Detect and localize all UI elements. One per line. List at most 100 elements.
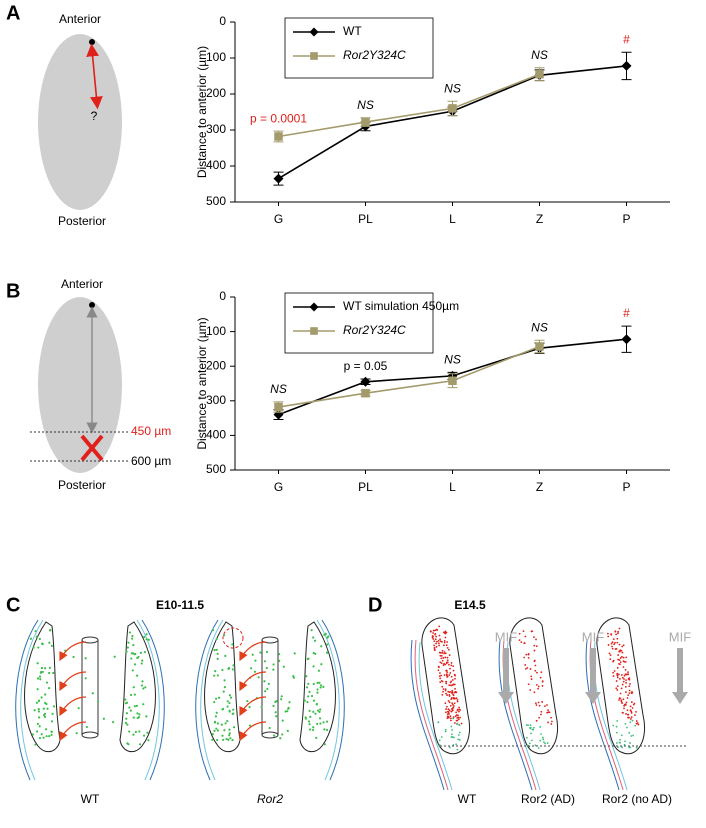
y-tick-label: 100	[206, 50, 226, 64]
data-point	[273, 173, 284, 184]
cell-dot	[522, 630, 525, 633]
cell-dot	[304, 716, 307, 719]
notochord-end	[261, 731, 279, 739]
cell-dot	[619, 678, 621, 680]
annotation: NS	[531, 320, 548, 334]
cell-dot	[627, 673, 630, 676]
cell-dot	[453, 683, 456, 686]
migration-arrow	[59, 641, 87, 662]
cell-dot	[438, 675, 441, 678]
cell-dot	[537, 747, 540, 749]
cell-dot	[42, 736, 45, 739]
cell-dot	[325, 720, 329, 723]
cell-dot	[228, 701, 231, 705]
cell-dot	[310, 694, 314, 698]
cell-dot	[277, 652, 281, 656]
data-point	[309, 302, 319, 312]
cell-dot	[535, 645, 538, 648]
cell-dot	[533, 659, 536, 662]
cell-dot	[134, 730, 137, 734]
cell-dot	[52, 705, 56, 708]
cell-dot	[32, 646, 35, 649]
cell-dot	[447, 708, 450, 711]
cell-dot	[540, 733, 542, 735]
genotype-label: Ror2 (AD)	[521, 792, 575, 806]
cell-dot	[125, 701, 129, 704]
cell-dot	[433, 646, 436, 649]
cell-dot	[447, 716, 450, 719]
cell-dot	[228, 728, 231, 731]
cell-dot	[439, 672, 441, 674]
y-tick-label: 300	[206, 122, 226, 136]
cell-dot	[44, 728, 48, 731]
cell-dot	[305, 686, 309, 689]
cell-dot	[444, 711, 447, 714]
cell-dot	[259, 651, 262, 654]
cell-dot	[443, 652, 445, 655]
cell-dot	[303, 699, 307, 702]
cell-dot	[543, 741, 545, 744]
cell-dot	[140, 662, 143, 665]
cell-dot	[455, 743, 458, 746]
cell-dot	[631, 719, 634, 722]
cell-dot	[443, 639, 446, 642]
cell-dot	[33, 709, 36, 712]
cell-dot	[456, 700, 459, 703]
cell-dot	[287, 707, 290, 710]
data-point	[448, 104, 457, 113]
cell-dot	[326, 643, 329, 646]
migration-arrow	[59, 721, 87, 742]
cell-dot	[618, 643, 621, 646]
y-tick-label: 500	[206, 462, 226, 476]
cell-dot	[226, 705, 229, 708]
cell-dot	[228, 694, 231, 697]
annotation: NS	[270, 382, 287, 396]
cell-dot	[625, 679, 627, 682]
cell-dot	[435, 640, 438, 643]
y-tick-label: 400	[206, 158, 226, 172]
cell-dot	[618, 627, 621, 630]
cell-dot	[147, 739, 150, 742]
cell-dot	[132, 643, 135, 647]
cell-dot	[538, 716, 541, 719]
cell-dot	[449, 704, 452, 707]
cell-dot	[38, 736, 42, 740]
cell-dot	[534, 669, 537, 672]
cell-dot	[620, 649, 623, 652]
cell-dot	[452, 744, 455, 746]
cell-dot	[450, 662, 453, 664]
cell-dot	[42, 714, 46, 717]
cell-dot	[608, 652, 611, 655]
cell-dot	[311, 728, 315, 732]
legend-box	[284, 292, 434, 354]
cell-dot	[438, 651, 441, 654]
question-mark: ?	[91, 109, 98, 123]
cell-dot	[616, 666, 619, 669]
cell-dot	[216, 657, 219, 660]
x-tick-label: P	[622, 212, 630, 226]
cell-dot	[618, 741, 621, 744]
epithelium-outline	[316, 619, 340, 781]
cell-dot	[325, 728, 329, 732]
cell-dot	[220, 723, 223, 726]
cell-dot	[438, 739, 441, 742]
annotation: NS	[357, 98, 374, 112]
cell-dot	[446, 656, 449, 659]
cell-dot	[125, 712, 129, 715]
cell-dot	[635, 746, 638, 749]
cell-dot	[323, 728, 326, 731]
cell-dot	[550, 720, 553, 723]
cell-dot	[326, 651, 329, 654]
cell-dot	[623, 743, 626, 746]
cell-dot	[275, 699, 278, 703]
cell-dot	[541, 685, 544, 687]
mif-arrow	[585, 648, 601, 704]
cell-dot	[616, 685, 619, 688]
cell-dot	[246, 699, 249, 703]
y-tick-label: 200	[206, 358, 226, 372]
cell-dot	[444, 630, 447, 633]
cell-dot	[630, 711, 633, 714]
cell-dot	[451, 702, 454, 705]
cell-dot	[612, 671, 615, 674]
mif-label: MIF	[669, 629, 691, 644]
